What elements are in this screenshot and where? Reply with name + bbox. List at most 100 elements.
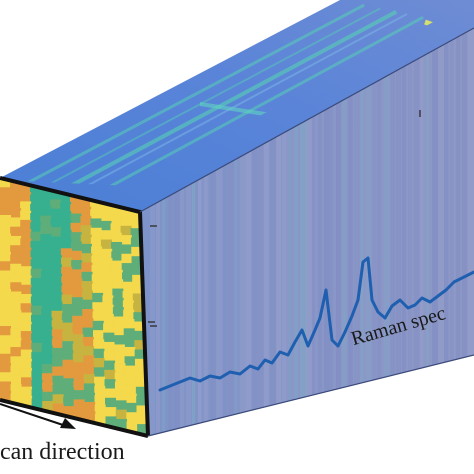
- map-pixel: [103, 341, 115, 353]
- map-pixel: [52, 385, 64, 397]
- side-face: [140, 28, 474, 436]
- map-pixel: [51, 273, 63, 285]
- map-pixel: [110, 232, 122, 244]
- side-face-stripe: [372, 28, 379, 436]
- map-pixel: [135, 386, 147, 398]
- map-pixel: [41, 326, 53, 338]
- map-pixel: [111, 260, 123, 272]
- map-pixel: [81, 262, 93, 274]
- top-face-streak: [41, 7, 381, 186]
- side-face-stripe: [390, 28, 395, 436]
- map-pixel: [121, 263, 133, 275]
- map-pixel: [62, 350, 74, 362]
- side-face-stripe: [324, 28, 330, 436]
- map-pixel: [61, 313, 73, 325]
- side-face-stripe: [462, 28, 467, 436]
- map-pixel: [60, 201, 72, 213]
- map-pixel: [134, 330, 146, 342]
- map-pixel: [80, 216, 92, 228]
- map-pixel: [62, 322, 73, 334]
- map-pixel: [31, 361, 43, 373]
- map-pixel: [60, 211, 72, 223]
- map-pixel: [71, 297, 83, 309]
- map-pixel: [41, 373, 53, 385]
- map-pixel: [10, 235, 22, 247]
- scan-direction-arrow: [0, 403, 76, 429]
- map-pixel: [120, 216, 132, 228]
- map-pixel: [126, 402, 137, 414]
- map-pixel: [31, 342, 43, 354]
- map-pixel: [120, 225, 132, 237]
- map-pixel: [31, 333, 43, 345]
- map-pixel: [134, 358, 146, 370]
- map-pixel: [136, 405, 148, 417]
- map-pixel: [40, 234, 52, 246]
- map-pixel: [10, 310, 22, 322]
- map-pixel: [102, 295, 114, 307]
- map-pixel: [61, 266, 73, 278]
- map-pixel: [113, 325, 125, 337]
- map-pixel: [100, 230, 112, 242]
- map-pixel: [73, 371, 85, 383]
- map-pixel: [90, 209, 102, 221]
- map-pixel: [105, 407, 117, 419]
- map-pixel: [20, 368, 32, 380]
- top-face: [0, 0, 474, 212]
- map-pixel: [113, 335, 125, 347]
- map-pixel: [40, 206, 52, 218]
- map-pixel: [91, 283, 103, 295]
- map-pixel: [72, 343, 84, 355]
- map-pixel: [132, 293, 144, 305]
- map-pixel: [41, 299, 53, 310]
- map-pixel: [110, 204, 121, 216]
- map-pixel: [72, 325, 84, 337]
- map-pixel: [130, 209, 141, 221]
- map-pixel: [60, 239, 72, 250]
- side-face-stripe: [222, 28, 228, 436]
- map-pixel: [101, 267, 113, 279]
- map-pixel: [40, 280, 52, 292]
- map-pixel: [0, 289, 11, 300]
- map-pixel: [40, 196, 52, 208]
- map-pixel: [126, 421, 138, 433]
- map-pixel: [20, 275, 32, 287]
- map-pixel: [10, 347, 22, 359]
- map-pixel: [50, 199, 62, 211]
- map-pixel: [113, 344, 125, 356]
- map-pixel: [0, 344, 11, 356]
- side-face-stripe: [216, 28, 223, 436]
- map-pixel: [83, 374, 95, 386]
- map-pixel: [62, 378, 74, 390]
- map-pixel: [134, 340, 146, 352]
- map-pixel: [20, 219, 32, 231]
- map-pixel: [92, 292, 104, 304]
- map-pixel: [21, 395, 33, 407]
- map-pixel: [90, 227, 102, 239]
- map-pixel: [102, 304, 114, 316]
- side-face-stripe: [288, 28, 292, 436]
- map-pixel: [114, 372, 126, 384]
- map-pixel: [30, 268, 42, 280]
- map-pixel: [60, 229, 72, 241]
- map-pixel: [91, 264, 103, 276]
- map-pixel: [30, 250, 42, 262]
- map-pixel: [100, 211, 112, 223]
- map-pixel: [94, 385, 106, 397]
- side-face-stripe: [414, 28, 420, 436]
- map-pixel: [134, 349, 146, 361]
- map-pixel: [30, 203, 42, 215]
- side-face-stripe: [150, 28, 155, 436]
- map-pixel: [10, 374, 22, 386]
- map-pixel: [83, 346, 95, 358]
- map-pixel: [30, 213, 42, 225]
- side-face-stripe: [276, 28, 281, 436]
- side-face-stripe: [366, 28, 372, 436]
- side-face-stripe: [294, 28, 299, 436]
- map-pixel: [10, 291, 22, 303]
- map-pixel: [20, 229, 32, 241]
- map-pixel: [93, 348, 105, 360]
- map-pixel: [10, 208, 22, 220]
- map-pixel: [120, 207, 131, 219]
- map-pixel: [61, 304, 73, 315]
